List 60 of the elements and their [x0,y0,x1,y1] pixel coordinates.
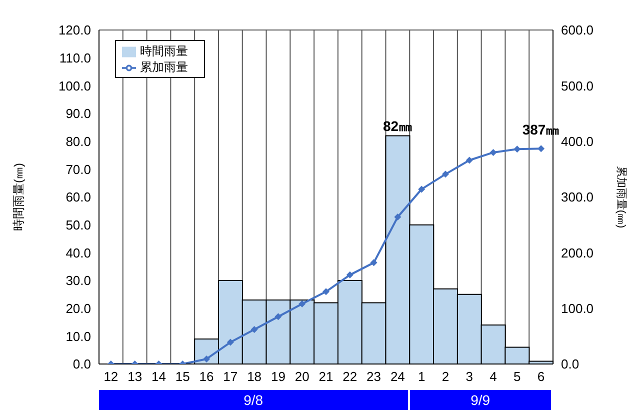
y2-tick-label: 200.0 [561,245,594,260]
y2-tick-label: 0.0 [561,356,580,372]
x-tick-label: 5 [514,369,521,384]
point [298,300,306,308]
y2-tick-label: 100.0 [561,300,594,316]
x-tick-label: 15 [175,369,190,384]
x-tick-label: 3 [466,369,473,384]
y-tick-label: 110.0 [59,50,91,66]
legend-label: 時間雨量 [140,44,188,58]
point [274,313,282,320]
x-tick-label: 18 [247,369,262,384]
point [418,186,426,193]
y-tick-label: 90.0 [66,106,91,122]
point [226,338,234,346]
legend-label: 累加雨量 [140,60,188,74]
point [442,170,449,178]
y-tick-label: 10.0 [66,328,91,344]
point [370,259,378,266]
x-tick-label: 20 [294,369,310,384]
y-tick-label: 120.0 [58,22,91,38]
point [250,326,258,333]
y-tick-label: 80.0 [66,134,91,149]
x-tick-label: 4 [490,369,497,384]
point [466,156,473,164]
x-tick-label: 2 [442,369,450,384]
y2-axis-title: 累加雨量(㎜) [615,166,628,228]
point [394,214,402,221]
x-tick-label: 12 [104,369,118,384]
x-tick-label: 21 [318,369,334,384]
x-tick-label: 6 [537,369,545,384]
y-tick-label: 50.0 [66,217,91,232]
y2-tick-label: 400.0 [561,134,594,149]
point [490,148,497,156]
text: 9/8 [99,390,408,410]
y-tick-label: 70.0 [66,162,91,177]
x-tick-label: 22 [342,369,358,384]
y-axis-title: 時間雨量(㎜) [11,163,26,231]
x-tick-label: 19 [270,369,286,384]
x-tick-label: 1 [418,369,426,384]
point [203,355,210,362]
x-tick-label: 17 [223,369,238,384]
x-tick-label: 23 [366,369,382,384]
x-tick-label: 13 [128,369,142,384]
y-tick-label: 60.0 [66,190,91,205]
x-tick-label: 24 [390,369,405,384]
y2-tick-label: 600.0 [561,22,594,38]
y2-tick-label: 500.0 [561,78,594,94]
x-tick-label: 14 [152,369,166,384]
y-tick-label: 20.0 [66,300,91,316]
y-tick-label: 30.0 [66,273,91,288]
point [346,271,354,278]
point [514,146,521,153]
y-tick-label: 40.0 [66,245,91,260]
y2-tick-label: 300.0 [561,190,594,205]
y-tick-label: 100.0 [58,78,91,94]
point [538,145,545,152]
point [322,288,330,296]
text: 9/9 [410,390,551,410]
x-tick-label: 16 [199,369,214,384]
y-tick-label: 0.0 [72,356,91,372]
